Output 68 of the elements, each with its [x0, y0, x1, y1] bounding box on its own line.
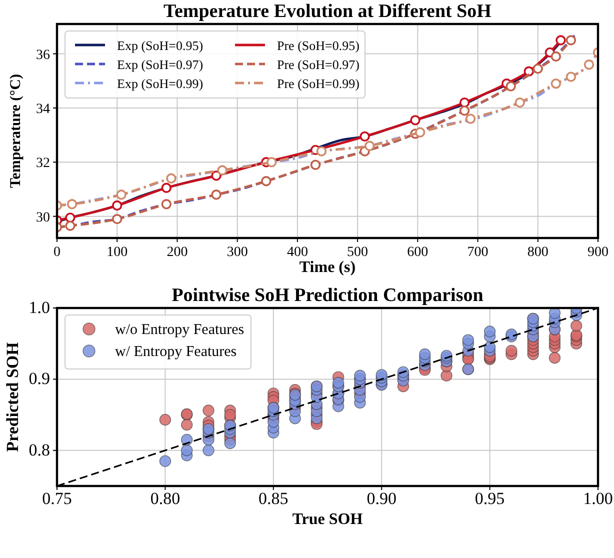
point [556, 35, 566, 46]
point [414, 127, 426, 138]
y-tick-label: 0.8 [28, 440, 50, 460]
legend-label: Pre (SoH=0.99) [277, 76, 360, 91]
point [217, 165, 228, 176]
point [65, 212, 76, 223]
x-tick-label: 100 [106, 245, 128, 260]
x-tick-label: 0.75 [42, 489, 72, 508]
point [211, 190, 222, 200]
x-axis-title: Time (s) [299, 259, 356, 276]
point [566, 72, 576, 82]
chart-title: Temperature Evolution at Different SoH [164, 1, 492, 22]
y-axis-title: Predicted SOH [3, 342, 22, 452]
x-tick-label: 900 [588, 245, 608, 260]
point [410, 115, 420, 126]
point [266, 157, 277, 168]
point [310, 160, 321, 170]
point [116, 190, 126, 200]
point [550, 78, 562, 89]
point [166, 173, 176, 184]
legend-label: Exp (SoH=0.95) [117, 38, 204, 53]
x-tick-label: 600 [407, 245, 428, 260]
x-tick-label: 800 [527, 245, 548, 260]
y-tick-label: 34 [36, 102, 50, 117]
x-tick-label: 0.95 [474, 489, 505, 508]
point [261, 176, 272, 186]
point [161, 199, 172, 210]
point [566, 35, 576, 46]
x-axis-title: True SOH [292, 511, 364, 528]
point [112, 200, 122, 211]
x-tick-label: 0.90 [366, 489, 396, 508]
point [161, 182, 172, 193]
x-tick-label: 200 [166, 245, 188, 260]
point [514, 97, 525, 108]
x-tick-label: 0 [54, 245, 60, 260]
y-tick-label: 30 [36, 210, 50, 226]
x-tick-label: 0.80 [150, 489, 180, 508]
legend-label: w/o Entropy Features [115, 322, 244, 338]
point [459, 97, 470, 108]
x-tick-label: 300 [226, 245, 248, 260]
point [66, 199, 78, 210]
x-tick-label: 1.00 [583, 489, 613, 508]
point [465, 114, 476, 124]
y-tick-label: 36 [36, 48, 50, 63]
legend-label: w/ Entropy Features [115, 344, 237, 360]
y-tick-label: 0.9 [28, 369, 50, 388]
legend-label: Pre (SoH=0.95) [277, 38, 360, 53]
point [550, 51, 562, 62]
point [112, 214, 122, 224]
point [532, 64, 543, 74]
y-tick-label: 32 [36, 156, 50, 172]
x-tick-label: 700 [467, 245, 488, 260]
y-tick-label: 1.0 [28, 298, 50, 317]
x-tick-label: 400 [286, 245, 308, 260]
legend-label: Exp (SoH=0.99) [117, 76, 204, 91]
legend-label: Pre (SoH=0.97) [277, 57, 360, 72]
point [316, 146, 327, 156]
point [584, 60, 594, 70]
x-tick-label: 500 [347, 245, 368, 260]
chart-title: Pointwise SoH Prediction Comparison [172, 285, 484, 306]
legend-label: Exp (SoH=0.97) [117, 57, 204, 72]
y-axis-title: Temperature (°C) [8, 74, 24, 188]
point [459, 106, 470, 116]
point [364, 140, 375, 151]
x-tick-label: 0.85 [258, 489, 288, 508]
point [360, 131, 370, 142]
point [65, 220, 76, 231]
point [506, 81, 516, 92]
